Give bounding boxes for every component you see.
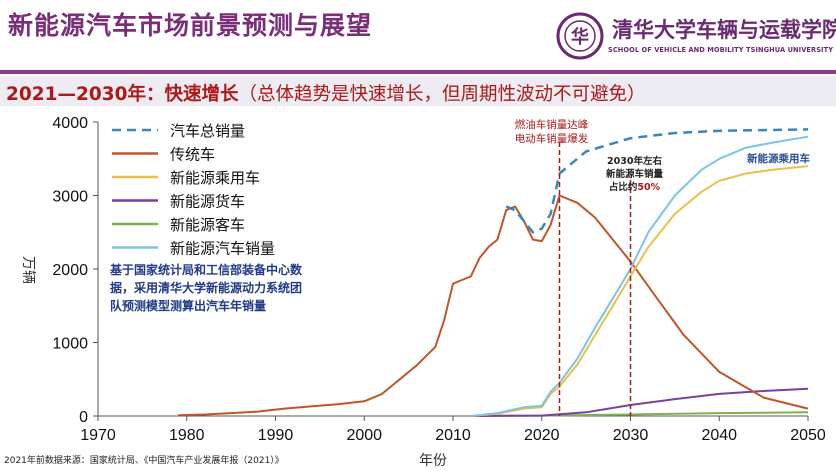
crossover-annotation-text: 2030年左右 [607, 155, 662, 167]
legend-label: 新能源客车 [170, 216, 245, 234]
series-line-0 [505, 128, 809, 234]
data-source-footer: 2021年前数据来源：国家统计局、《中国汽车产业发展年报（2021）》 [4, 456, 284, 466]
legend-label: 新能源汽车销量 [170, 240, 275, 258]
x-axis-label: 年份 [419, 453, 447, 469]
school-name: 清华大学车辆与运载学院 [612, 18, 836, 42]
x-tick-label: 2050 [790, 427, 826, 444]
school-name-en: SCHOOL OF VEHICLE AND MOBILITY TSINGHUA … [608, 46, 834, 54]
legend-label: 新能源货车 [170, 193, 245, 211]
x-tick-label: 2000 [346, 427, 382, 444]
peak-annotation-text: 燃油车销量达峰 [515, 118, 589, 131]
series-line-2 [470, 165, 809, 417]
source-note-text: 据，采用清华大学新能源动力系统团 [110, 280, 302, 295]
y-tick-label: 2000 [52, 262, 88, 279]
legend-label: 新能源乘用车 [170, 169, 260, 187]
series-line-1 [177, 194, 809, 417]
series-line-5 [470, 135, 809, 417]
x-tick-label: 1990 [258, 427, 294, 444]
crossover-annotation-text: 占比约50% [609, 181, 661, 193]
logo-glyph: 华 [571, 26, 589, 48]
y-tick-label: 3000 [52, 189, 88, 206]
x-tick-label: 2020 [524, 427, 560, 444]
y-tick-label: 1000 [52, 336, 88, 353]
series-direct-label: 新能源乘用车 [747, 152, 810, 165]
crossover-annotation-text: 新能源车销量 [606, 168, 664, 180]
subtitle-main: 2021—2030年：快速增长 [6, 84, 239, 105]
y-axis-label: 万辆 [20, 256, 36, 284]
source-note-text: 基于国家统计局和工信部装备中心数 [109, 262, 303, 277]
x-tick-label: 2030 [613, 427, 649, 444]
subtitle-banner [0, 76, 836, 106]
legend-label: 汽车总销量 [170, 122, 245, 140]
series-line-3 [470, 387, 809, 417]
x-tick-label: 1980 [169, 427, 205, 444]
x-tick-label: 2040 [701, 427, 737, 444]
subtitle: 2021—2030年：快速增长（总体趋势是快速增长，但周期性波动不可避免） [6, 80, 646, 106]
y-tick-label: 0 [79, 409, 88, 426]
source-note-text: 队预测模型测算出汽车年销量 [110, 298, 266, 313]
title-divider [0, 70, 836, 74]
university-logo-icon: 华 [556, 12, 604, 60]
page-title: 新能源汽车市场前景预测与展望 [8, 11, 373, 40]
legend-label: 传统车 [170, 146, 215, 164]
peak-annotation-text: 电动车销量爆发 [515, 132, 589, 145]
x-tick-label: 1970 [80, 427, 116, 444]
x-tick-label: 2010 [435, 427, 471, 444]
subtitle-note: （总体趋势是快速增长，但周期性波动不可避免） [238, 84, 646, 105]
y-tick-label: 4000 [52, 115, 88, 132]
